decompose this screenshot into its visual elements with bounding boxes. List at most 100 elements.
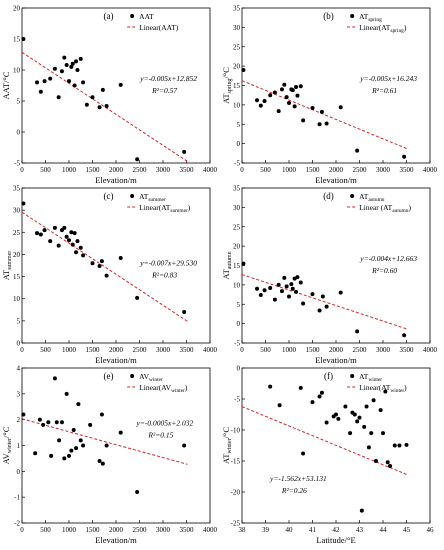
data-point (52, 376, 57, 381)
x-tick-label: 3500 (400, 346, 415, 354)
regression-equation: y=-0.004x+12.663 (359, 254, 417, 263)
data-point (62, 456, 67, 461)
data-point (284, 284, 289, 289)
x-axis-label: Elevation/m (95, 355, 137, 365)
data-point (67, 453, 71, 458)
data-point (317, 122, 322, 127)
data-point (84, 102, 89, 107)
data-point (52, 66, 57, 71)
regression-equation: y=-0.007x+29.530 (139, 259, 197, 268)
data-point (75, 68, 80, 72)
legend-point-marker (130, 374, 135, 378)
data-point (99, 412, 104, 417)
data-point (48, 239, 53, 244)
y-tick-label: -20 (231, 489, 241, 497)
data-point (182, 310, 187, 314)
data-point (310, 292, 315, 297)
chart-panel-d: 0 500 1000 1500 2000 2500 3000 3500 4000-5051015… (221, 185, 438, 366)
legend-point-marker (130, 194, 135, 198)
y-tick-label: 10 (233, 281, 241, 289)
data-point (402, 333, 407, 338)
r-squared: R²=0.26 (281, 486, 307, 495)
y-tick-label: -5 (14, 160, 20, 168)
data-point (289, 282, 294, 287)
data-point (21, 412, 26, 417)
data-point (70, 61, 75, 66)
data-point (334, 412, 338, 417)
data-point (99, 259, 104, 264)
x-tick-label: 1500 (306, 166, 321, 174)
data-point (56, 95, 61, 100)
x-tick-label: 4000 (423, 166, 438, 174)
x-tick-label: 2000 (329, 346, 344, 354)
y-tick-label: 3 (17, 390, 21, 398)
data-point (292, 104, 297, 109)
data-point (42, 228, 47, 233)
legend-points-label: ATwinter (359, 372, 382, 383)
data-point (324, 304, 329, 309)
data-point (392, 443, 397, 448)
data-point (118, 82, 123, 87)
x-tick-label: 3500 (400, 166, 415, 174)
data-point (348, 431, 353, 436)
data-point (352, 412, 357, 417)
legend-line-label: Linear(AAT) (139, 23, 179, 32)
data-point (81, 253, 86, 258)
data-point (319, 109, 324, 114)
x-tick-label: 3500 (180, 346, 195, 354)
x-tick-label: 2500 (353, 166, 368, 174)
y-tick-label: 15 (13, 273, 21, 281)
data-point (279, 289, 284, 294)
legend-point-marker (350, 14, 355, 18)
data-point (338, 290, 343, 295)
y-tick-label: 0 (237, 320, 241, 328)
data-point (42, 79, 47, 84)
y-tick-label: 0 (17, 468, 21, 476)
y-tick-label: 20 (233, 63, 241, 71)
data-point (317, 308, 322, 313)
y-tick-label: 1 (17, 442, 21, 450)
chart-panel-f: 38 39 40 41 42 43 44 45 46 -25 -20 -15 -10 -5 0 Latitud… (221, 365, 434, 546)
x-tick-label: 1000 (62, 346, 77, 354)
data-point (310, 400, 315, 405)
data-point (78, 438, 83, 443)
data-point (287, 100, 291, 105)
data-point (294, 289, 299, 294)
data-point (72, 83, 77, 88)
y-tick-label: -5 (234, 396, 240, 404)
r-squared: R²=0.57 (151, 86, 177, 95)
data-point (272, 297, 277, 302)
data-point (241, 261, 246, 266)
panel-label: (e) (103, 371, 113, 381)
y-tick-label: -2 (14, 520, 20, 528)
y-tick-label: 15 (233, 82, 241, 90)
plot-frame (21, 7, 211, 164)
x-tick-label: 0 (20, 346, 24, 354)
data-point (268, 285, 273, 290)
x-tick-label: 46 (427, 526, 435, 534)
data-point (38, 89, 43, 94)
data-point (338, 105, 343, 110)
data-point (371, 398, 376, 403)
x-tick-label: 2000 (109, 346, 124, 354)
legend-point-marker (130, 14, 135, 18)
data-point (41, 422, 46, 427)
data-point (310, 105, 315, 110)
data-point (35, 80, 40, 85)
data-point (135, 490, 140, 494)
data-point (69, 64, 74, 69)
data-point (70, 242, 75, 247)
chart-panel-e: 0 500 1000 1500 2000 2500 3000 3500 4000 -2 -1 0 1 2 3… (1, 365, 218, 546)
data-point (301, 301, 306, 306)
legend-points-label: AVwinter (139, 372, 163, 383)
legend-line-label: Linear(ATspring) (359, 23, 407, 34)
data-point (67, 238, 71, 243)
panel-label: (f) (324, 371, 333, 381)
x-tick-label: 40 (286, 526, 294, 534)
data-point (369, 431, 374, 436)
data-point (324, 121, 329, 126)
legend-line-label: Linear(AVwinter) (139, 383, 188, 394)
x-tick-label: 0 (20, 166, 24, 174)
x-tick-label: 2500 (133, 346, 148, 354)
